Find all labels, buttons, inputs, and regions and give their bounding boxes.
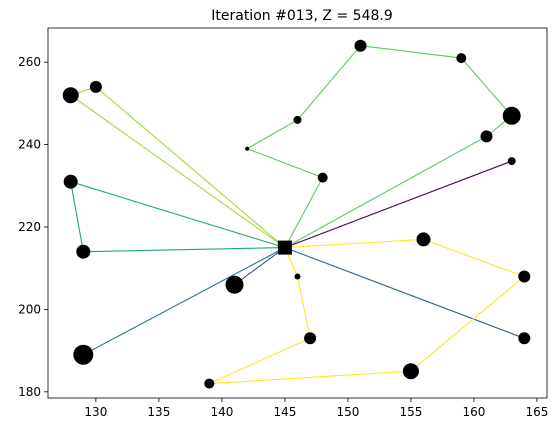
- customer-point: [76, 244, 91, 259]
- x-tick-label: 160: [462, 405, 485, 419]
- x-tick-label: 130: [84, 405, 107, 419]
- y-tick-label: 180: [18, 385, 41, 399]
- route-line-4: [284, 160, 513, 249]
- route-line-2: [70, 86, 286, 249]
- x-tick-label: 140: [210, 405, 233, 419]
- route-line-8: [208, 238, 525, 385]
- y-tick-label: 260: [18, 55, 41, 69]
- customer-point: [293, 115, 302, 124]
- customers-layer: [62, 39, 531, 389]
- customer-point: [204, 378, 215, 389]
- x-tick-label: 150: [336, 405, 359, 419]
- x-tick-label: 135: [147, 405, 170, 419]
- routes-layer: [70, 45, 525, 385]
- customer-point: [89, 80, 102, 93]
- chart-title: Iteration #013, Z = 548.9: [211, 8, 393, 24]
- customer-point: [294, 273, 301, 280]
- customer-point: [245, 146, 250, 151]
- route-line-7: [284, 247, 525, 339]
- customer-point: [456, 53, 467, 64]
- customer-point: [518, 332, 531, 345]
- y-tick-label: 200: [18, 302, 41, 316]
- customer-point: [317, 172, 328, 183]
- route-line-1: [246, 45, 513, 249]
- plot-frame: [47, 27, 548, 399]
- route-line-5: [233, 247, 286, 286]
- x-tick-label: 165: [525, 405, 548, 419]
- customer-point: [62, 87, 79, 104]
- route-line-6: [82, 247, 286, 356]
- y-tick-label: 220: [18, 220, 41, 234]
- x-tick-label: 145: [273, 405, 296, 419]
- customer-point: [225, 275, 244, 294]
- route-line-3: [70, 181, 286, 253]
- customer-point: [73, 344, 94, 365]
- y-tick-label: 240: [18, 138, 41, 152]
- depot-marker: [277, 240, 292, 255]
- customer-point: [502, 106, 521, 125]
- customer-point: [63, 174, 78, 189]
- y-axis: 180 200 220 240 260: [18, 55, 48, 399]
- customer-point: [507, 157, 516, 166]
- customer-point: [304, 332, 317, 345]
- customer-point: [416, 232, 431, 247]
- depot-layer: [277, 240, 292, 255]
- customer-point: [480, 130, 493, 143]
- customer-point: [402, 363, 419, 380]
- customer-point: [354, 39, 367, 52]
- customer-point: [518, 270, 531, 283]
- x-tick-label: 155: [399, 405, 422, 419]
- x-axis: 130 135 140 145 150 155 160 165: [84, 398, 548, 419]
